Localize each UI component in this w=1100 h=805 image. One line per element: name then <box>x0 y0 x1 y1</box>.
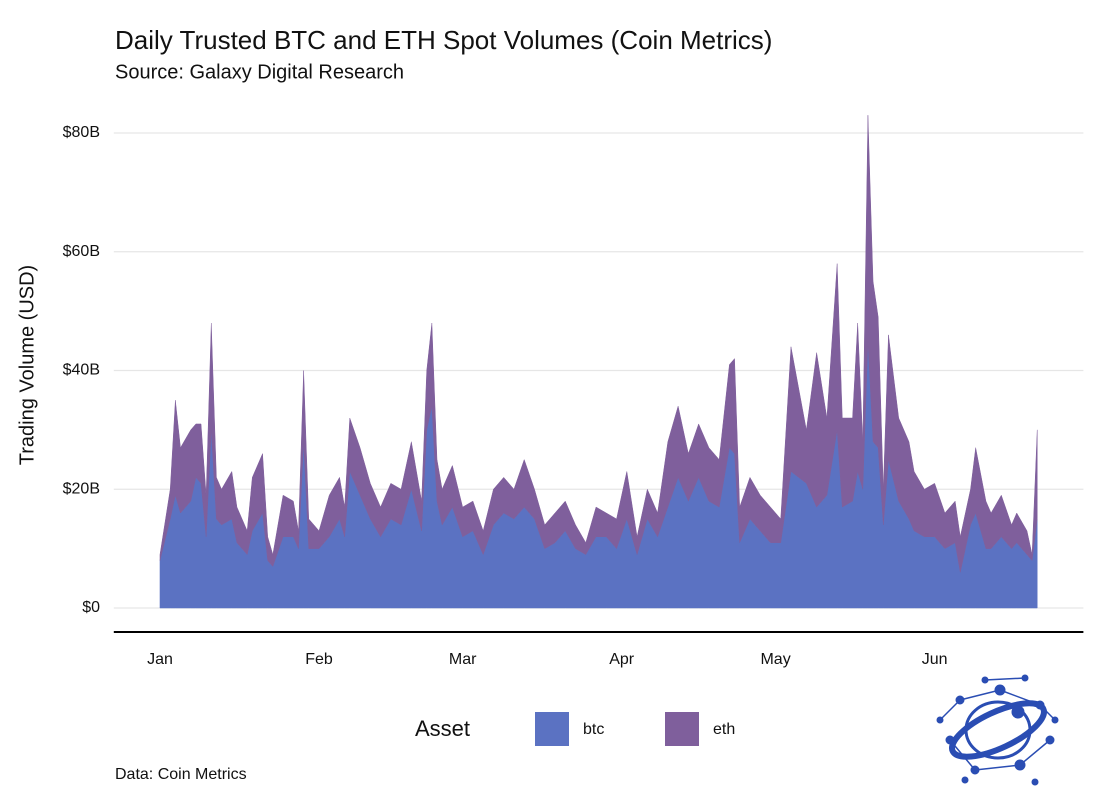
logo <box>936 674 1059 786</box>
x-tick-label: Apr <box>609 651 635 668</box>
y-tick-label: $20B <box>63 480 100 497</box>
x-tick-label: Jun <box>922 651 948 668</box>
y-tick-label: $80B <box>63 124 100 141</box>
area-1 <box>159 115 1038 573</box>
y-tick-label: $0 <box>82 599 100 616</box>
x-tick-label: Feb <box>305 651 333 668</box>
y-tick-label: $40B <box>63 362 100 379</box>
y-tick-label: $60B <box>63 243 100 260</box>
chart-subtitle: Source: Galaxy Digital Research <box>115 61 404 83</box>
legend-swatch <box>665 712 699 746</box>
legend-title: Asset <box>415 716 470 741</box>
x-tick-label: Mar <box>449 651 477 668</box>
chart-title: Daily Trusted BTC and ETH Spot Volumes (… <box>115 25 772 55</box>
legend-label: eth <box>713 721 735 738</box>
x-tick-label: May <box>760 651 790 668</box>
legend-swatch <box>535 712 569 746</box>
legend-label: btc <box>583 721 604 738</box>
x-tick-label: Jan <box>147 651 173 668</box>
y-axis-label: Trading Volume (USD) <box>16 265 38 465</box>
caption: Data: Coin Metrics <box>115 766 247 783</box>
